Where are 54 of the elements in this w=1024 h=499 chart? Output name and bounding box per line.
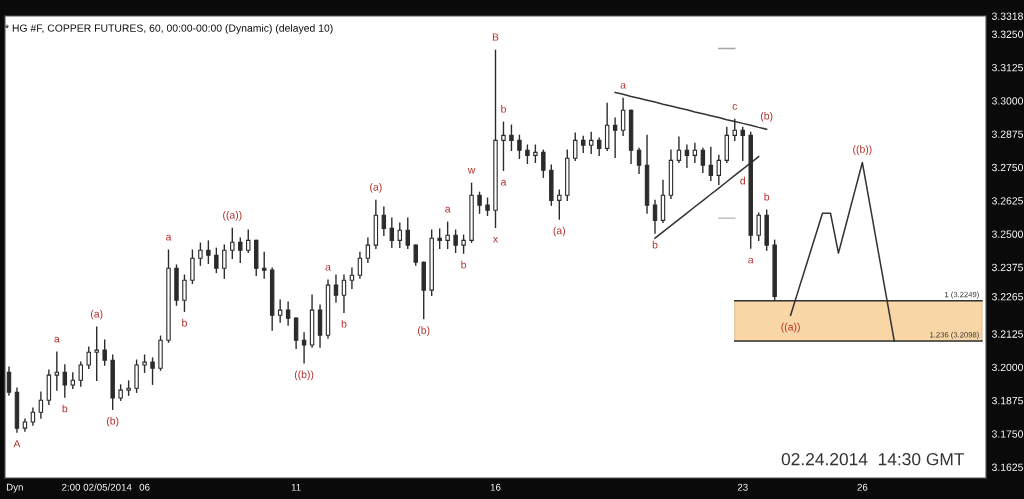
y-tick-label: 3.2500 (991, 230, 1024, 238)
x-tick-label: 06 (139, 483, 150, 491)
annotation: a (501, 179, 507, 186)
annotation: 02.24.2014 14:30 GMT (781, 453, 965, 466)
annotation: a (325, 264, 331, 271)
y-tick-label: 3.3250 (991, 30, 1024, 38)
x-tick-label: 2:00 02/05/2014 (62, 483, 132, 491)
y-tick-label: 3.2125 (991, 330, 1023, 338)
annotation: b (764, 192, 770, 201)
annotation: a (54, 336, 60, 343)
annotation: b (501, 104, 506, 113)
annotation: (b) (106, 416, 119, 427)
annotation: b (652, 240, 658, 249)
annotation: x (493, 236, 498, 243)
annotation: a (748, 257, 754, 264)
y-tick-label: 3.1875 (991, 396, 1023, 405)
annotation: b (182, 318, 187, 327)
annotation: ((a)) (781, 322, 800, 333)
annotation: ((a)) (223, 210, 242, 221)
annotation: w (467, 168, 476, 174)
x-tick-label: 26 (857, 483, 868, 491)
text: Dyn (6, 483, 23, 493)
annotation: (a) (370, 183, 382, 193)
annotation: A (13, 440, 21, 448)
annotation: B (492, 33, 499, 41)
y-tick-label: 3.3000 (991, 97, 1024, 105)
y-tick-label: 3.3125 (991, 63, 1023, 72)
y-tick-label: 3.3318 (991, 12, 1023, 20)
y-tick-label: 3.2265 (991, 293, 1023, 301)
y-tick-label: 3.2875 (991, 130, 1023, 138)
annotation: (a) (553, 226, 566, 237)
y-tick-label: 3.2750 (991, 163, 1024, 172)
x-tick-label: 16 (490, 483, 501, 491)
annotation: (b) (418, 326, 430, 337)
annotation: ((b)) (294, 370, 314, 381)
annotation: b (341, 319, 347, 328)
text: * HG #F, COPPER FUTURES, 60, 00:00-00:00 (Dynamic) (delayed 10) (5, 24, 333, 34)
annotation: a (620, 82, 627, 89)
y-tick-label: 3.2625 (991, 197, 1023, 205)
annotation: b (461, 260, 467, 269)
annotation: ((b)) (853, 145, 872, 155)
annotation: a (445, 206, 451, 213)
y-tick-label: 3.2375 (991, 263, 1023, 272)
annotation: d (740, 176, 745, 185)
y-tick-label: 3.1625 (991, 463, 1023, 471)
annotation: b (62, 404, 68, 413)
annotation: (a) (91, 309, 103, 320)
annotation: (b) (760, 111, 773, 122)
annotation: c (732, 103, 738, 110)
x-tick-label: 23 (737, 483, 748, 491)
annotation: a (166, 234, 172, 241)
x-tick-label: 11 (291, 483, 301, 491)
y-tick-label: 3.1750 (991, 430, 1024, 438)
y-tick-label: 3.2000 (991, 363, 1024, 372)
